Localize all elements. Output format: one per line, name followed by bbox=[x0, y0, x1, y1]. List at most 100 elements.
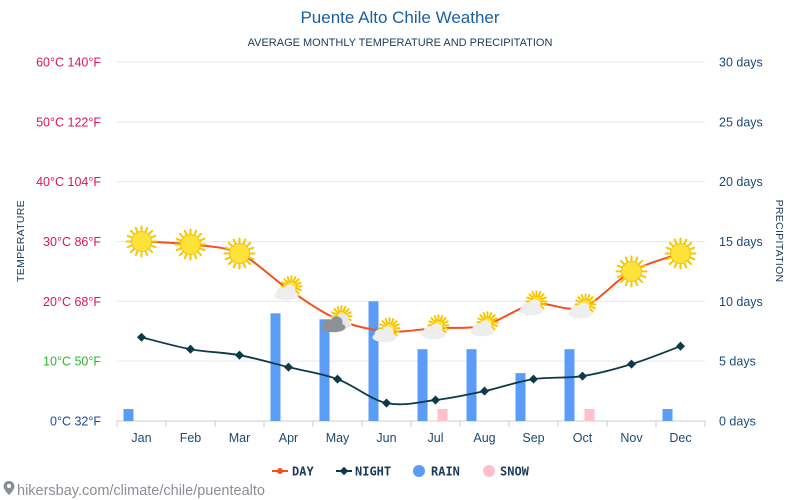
month-label: Jul bbox=[428, 431, 444, 445]
sun-ray bbox=[178, 232, 184, 238]
sun-disc bbox=[229, 242, 250, 264]
cloud-puff bbox=[330, 316, 343, 329]
cloud-puff bbox=[283, 284, 296, 297]
cloudy-icon bbox=[321, 305, 353, 333]
sun-ray bbox=[541, 296, 547, 301]
snow-bar bbox=[437, 409, 448, 421]
partly-cloudy-icon bbox=[274, 275, 303, 301]
cloud-puff bbox=[479, 320, 492, 333]
cloud-shape bbox=[470, 320, 495, 337]
partly-cloudy-icon bbox=[372, 317, 401, 343]
legend-item-rain: RAIN bbox=[413, 465, 460, 479]
month-label: Dec bbox=[669, 431, 691, 445]
sun-ray bbox=[183, 253, 188, 260]
sun-ray bbox=[294, 278, 300, 284]
chart-subtitle: AVERAGE MONTHLY TEMPERATURE AND PRECIPIT… bbox=[248, 37, 553, 49]
sun-ray bbox=[687, 241, 693, 247]
legend-marker bbox=[277, 468, 283, 474]
partly-cloudy-icon bbox=[470, 311, 499, 337]
rain-bar bbox=[515, 373, 526, 421]
partly-cloudy-icon bbox=[519, 290, 548, 316]
sun-ray bbox=[588, 307, 594, 313]
temperature-lines bbox=[136, 240, 686, 408]
sun-ray bbox=[624, 280, 629, 287]
sun-ray bbox=[673, 262, 678, 269]
legend-dot-swatch bbox=[483, 465, 495, 477]
sun-icon bbox=[615, 255, 648, 288]
sun-ray bbox=[634, 256, 639, 263]
weather-icons bbox=[125, 225, 697, 343]
temperature-tick-label: 30°C 86°F bbox=[43, 235, 101, 249]
sun-ray bbox=[224, 256, 231, 261]
legend-item-day: DAY bbox=[272, 465, 314, 479]
sun-ray bbox=[392, 320, 398, 326]
y-axis-right-title: PRECIPITATION bbox=[773, 200, 785, 283]
month-label: Apr bbox=[279, 431, 298, 445]
sun-ray bbox=[193, 253, 198, 260]
sun-ray bbox=[246, 260, 252, 266]
precipitation-tick-label: 5 days bbox=[719, 355, 756, 369]
sun-disc bbox=[180, 233, 201, 255]
cloud-puff bbox=[381, 326, 394, 339]
legend-dot-swatch bbox=[413, 465, 425, 477]
rain-bar bbox=[466, 349, 477, 421]
sun-ray bbox=[586, 294, 591, 300]
source-link[interactable]: hikersbay.com/climate/chile/puentealto bbox=[3, 481, 265, 499]
cloud-shape bbox=[519, 299, 544, 316]
temperature-tick-label: 40°C 104°F bbox=[36, 175, 101, 189]
sun-ray bbox=[588, 296, 594, 302]
rain-bar bbox=[662, 409, 673, 421]
month-label: Feb bbox=[180, 431, 202, 445]
cloud-shape bbox=[321, 316, 346, 333]
night-point bbox=[528, 374, 539, 384]
sun-ray bbox=[665, 246, 672, 251]
cloud-shape bbox=[274, 284, 299, 301]
sun-ray bbox=[248, 256, 255, 261]
sun-ray bbox=[624, 256, 629, 263]
sun-ray bbox=[689, 256, 696, 261]
sun-ray bbox=[336, 306, 341, 312]
night-temperature-line bbox=[141, 336, 681, 406]
night-point bbox=[479, 386, 490, 396]
sun-ray bbox=[175, 237, 182, 242]
sun-ray bbox=[286, 276, 291, 282]
sun-icon bbox=[125, 225, 158, 258]
sun-ray bbox=[689, 246, 696, 251]
sun-ray bbox=[379, 323, 385, 327]
cloud-shape bbox=[568, 302, 593, 319]
rain-bar bbox=[123, 409, 134, 421]
sun-ray bbox=[224, 246, 231, 251]
sun-ray bbox=[242, 262, 247, 269]
sun-ray bbox=[246, 241, 252, 247]
precipitation-tick-label: 0 days bbox=[719, 415, 756, 429]
month-label: Jun bbox=[376, 431, 396, 445]
night-point bbox=[332, 374, 343, 384]
sun-ray bbox=[687, 260, 693, 266]
sun-ray bbox=[175, 247, 182, 252]
sun-ray bbox=[381, 320, 387, 326]
sun-ray bbox=[441, 317, 447, 323]
sun-ray bbox=[673, 238, 678, 245]
sun-ray bbox=[283, 278, 289, 284]
sun-ray bbox=[439, 315, 444, 321]
sun-ray bbox=[232, 262, 237, 269]
month-label: May bbox=[326, 431, 350, 445]
sun-icon bbox=[174, 228, 207, 261]
legend-label: DAY bbox=[292, 465, 314, 479]
sun-ray bbox=[668, 241, 674, 247]
legend-marker bbox=[339, 466, 349, 476]
sun-ray bbox=[129, 248, 135, 254]
precipitation-axis: 30 days 25 days 20 days 15 days 10 days 5 day… bbox=[719, 56, 763, 429]
sun-ray bbox=[281, 281, 287, 286]
legend-item-night: NIGHT bbox=[336, 465, 391, 479]
sun-ray bbox=[344, 308, 350, 314]
sun-ray bbox=[590, 299, 596, 304]
precipitation-bars bbox=[123, 301, 673, 421]
sun-ray bbox=[638, 259, 644, 265]
rain-bar bbox=[564, 349, 575, 421]
sun-disc bbox=[670, 242, 691, 264]
partly-cloudy-icon bbox=[421, 314, 450, 340]
sun-ray bbox=[482, 312, 487, 318]
sun-ray bbox=[394, 329, 400, 334]
sun-ray bbox=[619, 259, 625, 265]
